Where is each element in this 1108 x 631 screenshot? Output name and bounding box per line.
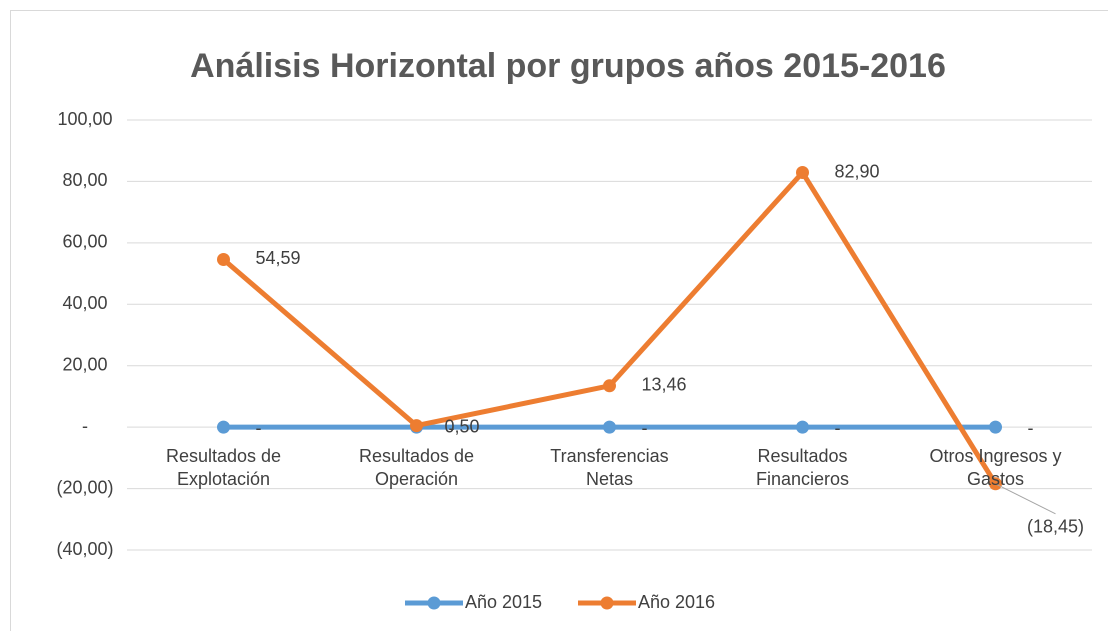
data-label: - <box>449 418 455 438</box>
series-line <box>221 170 998 486</box>
x-tick-label: Transferencias Netas <box>550 446 669 490</box>
legend-marker <box>600 596 614 610</box>
y-tick-label: 60,00 <box>62 232 107 252</box>
data-label: (18,45) <box>1027 517 1084 537</box>
y-tick-label: (20,00) <box>56 477 113 497</box>
data-label: - <box>1028 418 1034 438</box>
leader-line <box>995 483 1056 515</box>
point <box>796 420 809 434</box>
data-label: 82,90 <box>835 161 880 181</box>
x-tick-label: Resultados Financieros <box>755 446 850 490</box>
y-tick-label: 20,00 <box>62 354 107 374</box>
data-label: - <box>835 418 841 438</box>
legend-label: Año 2016 <box>638 592 715 612</box>
point <box>410 419 423 433</box>
data-label: 0,50 <box>445 416 480 436</box>
point <box>989 420 1002 434</box>
x-tick-label: Resultados de Explotación <box>165 446 282 490</box>
legend-label: Año 2015 <box>465 592 542 612</box>
chart-border <box>10 10 1108 631</box>
x-tick-label: Otros Ingresos y Gastos <box>929 446 1062 490</box>
y-tick-label: (40,00) <box>56 539 113 559</box>
y-tick-label: - <box>82 416 88 436</box>
point <box>603 379 616 393</box>
legend-marker <box>427 596 441 610</box>
y-tick-label: 40,00 <box>62 293 107 313</box>
data-label: 13,46 <box>642 375 687 395</box>
point <box>217 420 230 434</box>
point <box>603 420 616 434</box>
data-label: 54,59 <box>256 248 301 268</box>
point <box>217 252 230 266</box>
data-label: - <box>642 418 648 438</box>
point <box>796 166 809 180</box>
x-tick-label: Resultados de Operación <box>358 446 475 490</box>
y-tick-label: 100,00 <box>57 109 112 129</box>
chart-title: Análisis Horizontal por grupos años 2015… <box>190 47 946 85</box>
y-tick-label: 80,00 <box>62 170 107 190</box>
data-label: - <box>256 418 262 438</box>
